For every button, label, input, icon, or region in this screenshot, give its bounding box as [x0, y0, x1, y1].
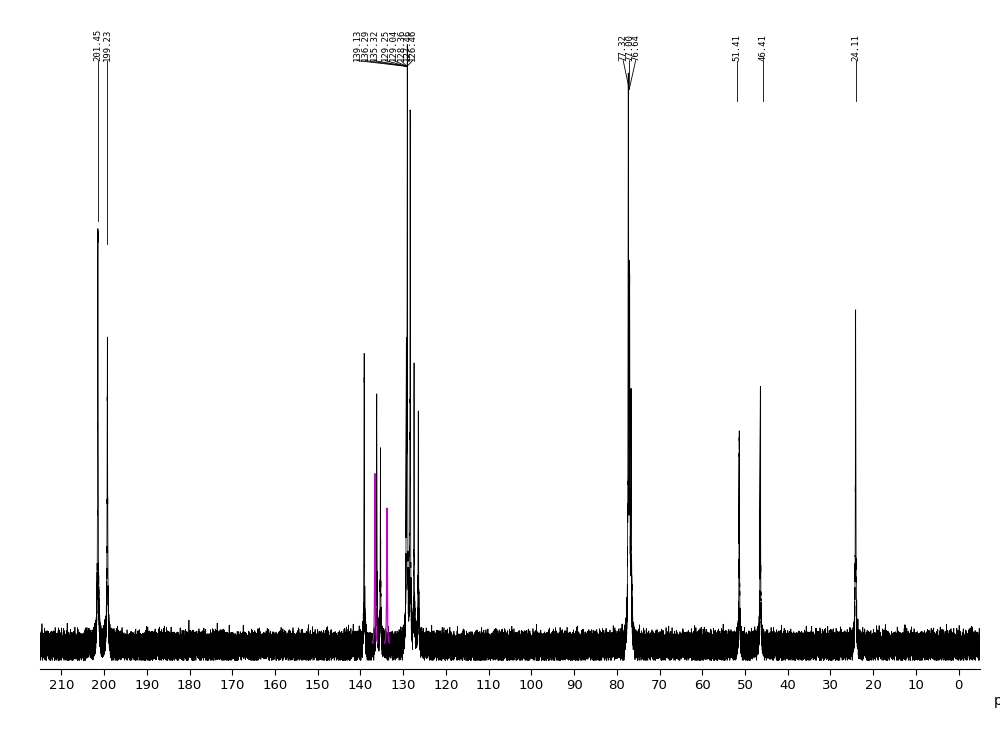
- Text: 139.13: 139.13: [353, 29, 362, 60]
- Text: 77.00: 77.00: [625, 34, 634, 60]
- Text: 46.41: 46.41: [758, 34, 767, 60]
- Text: 129.04: 129.04: [389, 29, 398, 60]
- Text: 127.46: 127.46: [403, 29, 412, 60]
- Text: 135.32: 135.32: [370, 29, 379, 60]
- Text: 24.11: 24.11: [851, 34, 860, 60]
- Text: ppm: ppm: [994, 694, 1000, 708]
- Text: 51.41: 51.41: [733, 34, 742, 60]
- Text: 136.29: 136.29: [361, 29, 370, 60]
- Text: 128.36: 128.36: [397, 29, 406, 60]
- Text: 76.64: 76.64: [631, 34, 640, 60]
- Text: 126.46: 126.46: [408, 29, 417, 60]
- Text: 129.25: 129.25: [381, 29, 390, 60]
- Text: 201.45: 201.45: [93, 29, 102, 60]
- Text: 77.32: 77.32: [619, 34, 628, 60]
- Text: 199.23: 199.23: [103, 29, 112, 60]
